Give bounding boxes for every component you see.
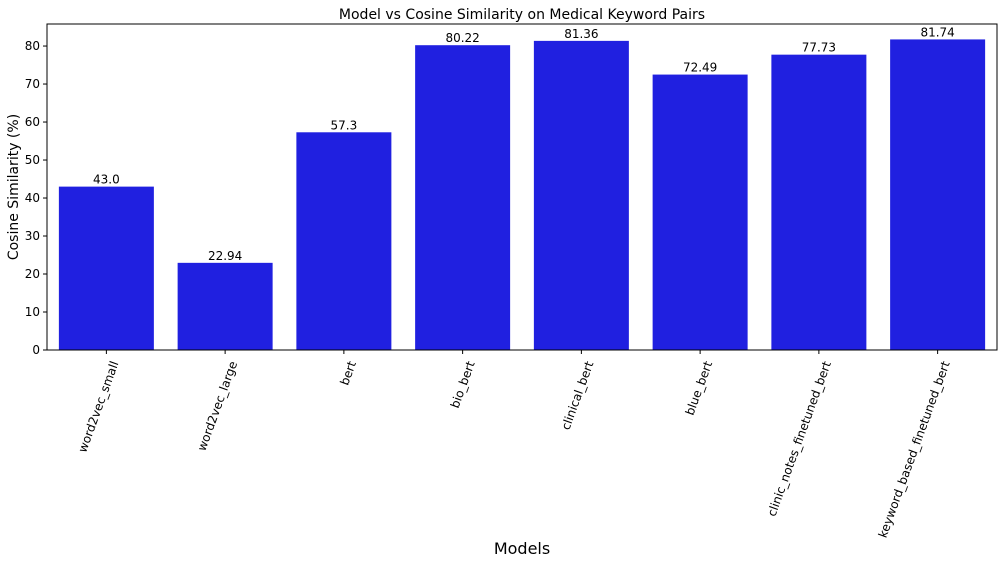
bar-keyword_based_finetuned_bert (890, 39, 986, 350)
data-label-word2vec_large: 22.94 (208, 249, 242, 263)
bar-blue_bert (652, 74, 748, 351)
y-tick-label-80: 80 (25, 39, 40, 53)
x-tick-label-word2vec_large: word2vec_large (195, 359, 241, 453)
x-tick-label-clinic_notes_finetuned_bert: clinic_notes_finetuned_bert (765, 359, 834, 518)
x-tick-label-word2vec_small: word2vec_small (75, 359, 121, 454)
bar-bert (296, 132, 392, 350)
data-labels-layer: 43.0 22.94 57.3 80.22 81.36 72.49 77.73 81.74 (93, 25, 955, 262)
chart-title: Model vs Cosine Similarity on Medical Ke… (339, 7, 705, 23)
data-label-bert: 57.3 (331, 118, 358, 132)
bar-bio_bert (415, 45, 511, 351)
x-tick-label-clinical_bert: clinical_bert (559, 359, 597, 432)
bar-word2vec_large (177, 262, 273, 350)
data-label-clinical_bert: 81.36 (564, 27, 598, 41)
y-axis: 0 10 20 30 40 50 60 70 80 (25, 39, 47, 357)
x-tick-label-keyword_based_finetuned_bert: keyword_based_finetuned_bert (876, 359, 953, 540)
x-tick-label-bert: bert (337, 359, 359, 387)
x-axis: word2vec_small word2vec_large bert bio_bert… (75, 350, 953, 540)
bar-word2vec_small (58, 186, 154, 350)
y-tick-label-0: 0 (32, 343, 40, 357)
x-tick-label-blue_bert: blue_bert (683, 359, 716, 417)
y-tick-label-70: 70 (25, 77, 40, 91)
y-tick-label-10: 10 (25, 305, 40, 319)
y-tick-label-20: 20 (25, 267, 40, 281)
x-axis-title: Models (494, 539, 550, 558)
data-label-keyword_based_finetuned_bert: 81.74 (920, 25, 954, 39)
y-tick-label-50: 50 (25, 153, 40, 167)
x-tick-label-bio_bert: bio_bert (448, 359, 478, 410)
data-label-bio_bert: 80.22 (445, 31, 479, 45)
y-tick-label-40: 40 (25, 191, 40, 205)
bar-clinical_bert (533, 40, 629, 350)
bars-layer (58, 39, 986, 351)
y-tick-label-60: 60 (25, 115, 40, 129)
y-axis-title: Cosine Similarity (%) (6, 114, 22, 260)
plot-frame (46, 23, 998, 351)
data-label-word2vec_small: 43.0 (93, 173, 120, 187)
y-tick-label-30: 30 (25, 229, 40, 243)
data-label-blue_bert: 72.49 (683, 61, 717, 75)
data-label-clinic_notes_finetuned_bert: 77.73 (802, 41, 836, 55)
bar-clinic_notes_finetuned_bert (771, 54, 867, 351)
